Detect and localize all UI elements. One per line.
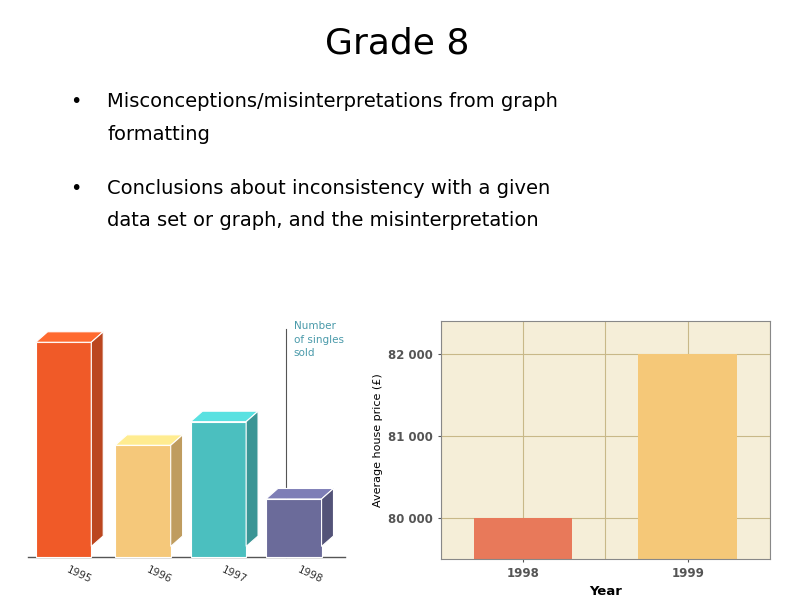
Polygon shape — [191, 411, 258, 422]
X-axis label: Year: Year — [589, 585, 622, 595]
Bar — [191, 422, 246, 557]
Bar — [473, 518, 572, 595]
Polygon shape — [171, 435, 183, 546]
Bar — [36, 342, 91, 557]
Bar — [115, 445, 171, 557]
Text: Number
of singles
sold: Number of singles sold — [294, 321, 344, 358]
Polygon shape — [246, 411, 258, 546]
Polygon shape — [115, 435, 183, 445]
Text: 1998: 1998 — [295, 565, 324, 585]
Polygon shape — [36, 332, 103, 342]
Text: Conclusions about inconsistency with a given: Conclusions about inconsistency with a g… — [107, 178, 550, 198]
Text: Grade 8: Grade 8 — [325, 27, 469, 61]
Text: 1997: 1997 — [220, 565, 249, 585]
Text: formatting: formatting — [107, 125, 210, 144]
Text: •: • — [70, 178, 81, 198]
Bar — [638, 354, 737, 595]
Text: Misconceptions/misinterpretations from graph: Misconceptions/misinterpretations from g… — [107, 92, 558, 111]
Y-axis label: Average house price (£): Average house price (£) — [372, 374, 383, 507]
Polygon shape — [266, 488, 333, 499]
Text: data set or graph, and the misinterpretation: data set or graph, and the misinterpreta… — [107, 211, 539, 230]
Text: 1995: 1995 — [65, 565, 94, 585]
Polygon shape — [91, 332, 103, 546]
Text: 1996: 1996 — [145, 565, 173, 585]
Text: •: • — [70, 92, 81, 111]
Bar — [266, 499, 322, 557]
Polygon shape — [322, 488, 333, 546]
